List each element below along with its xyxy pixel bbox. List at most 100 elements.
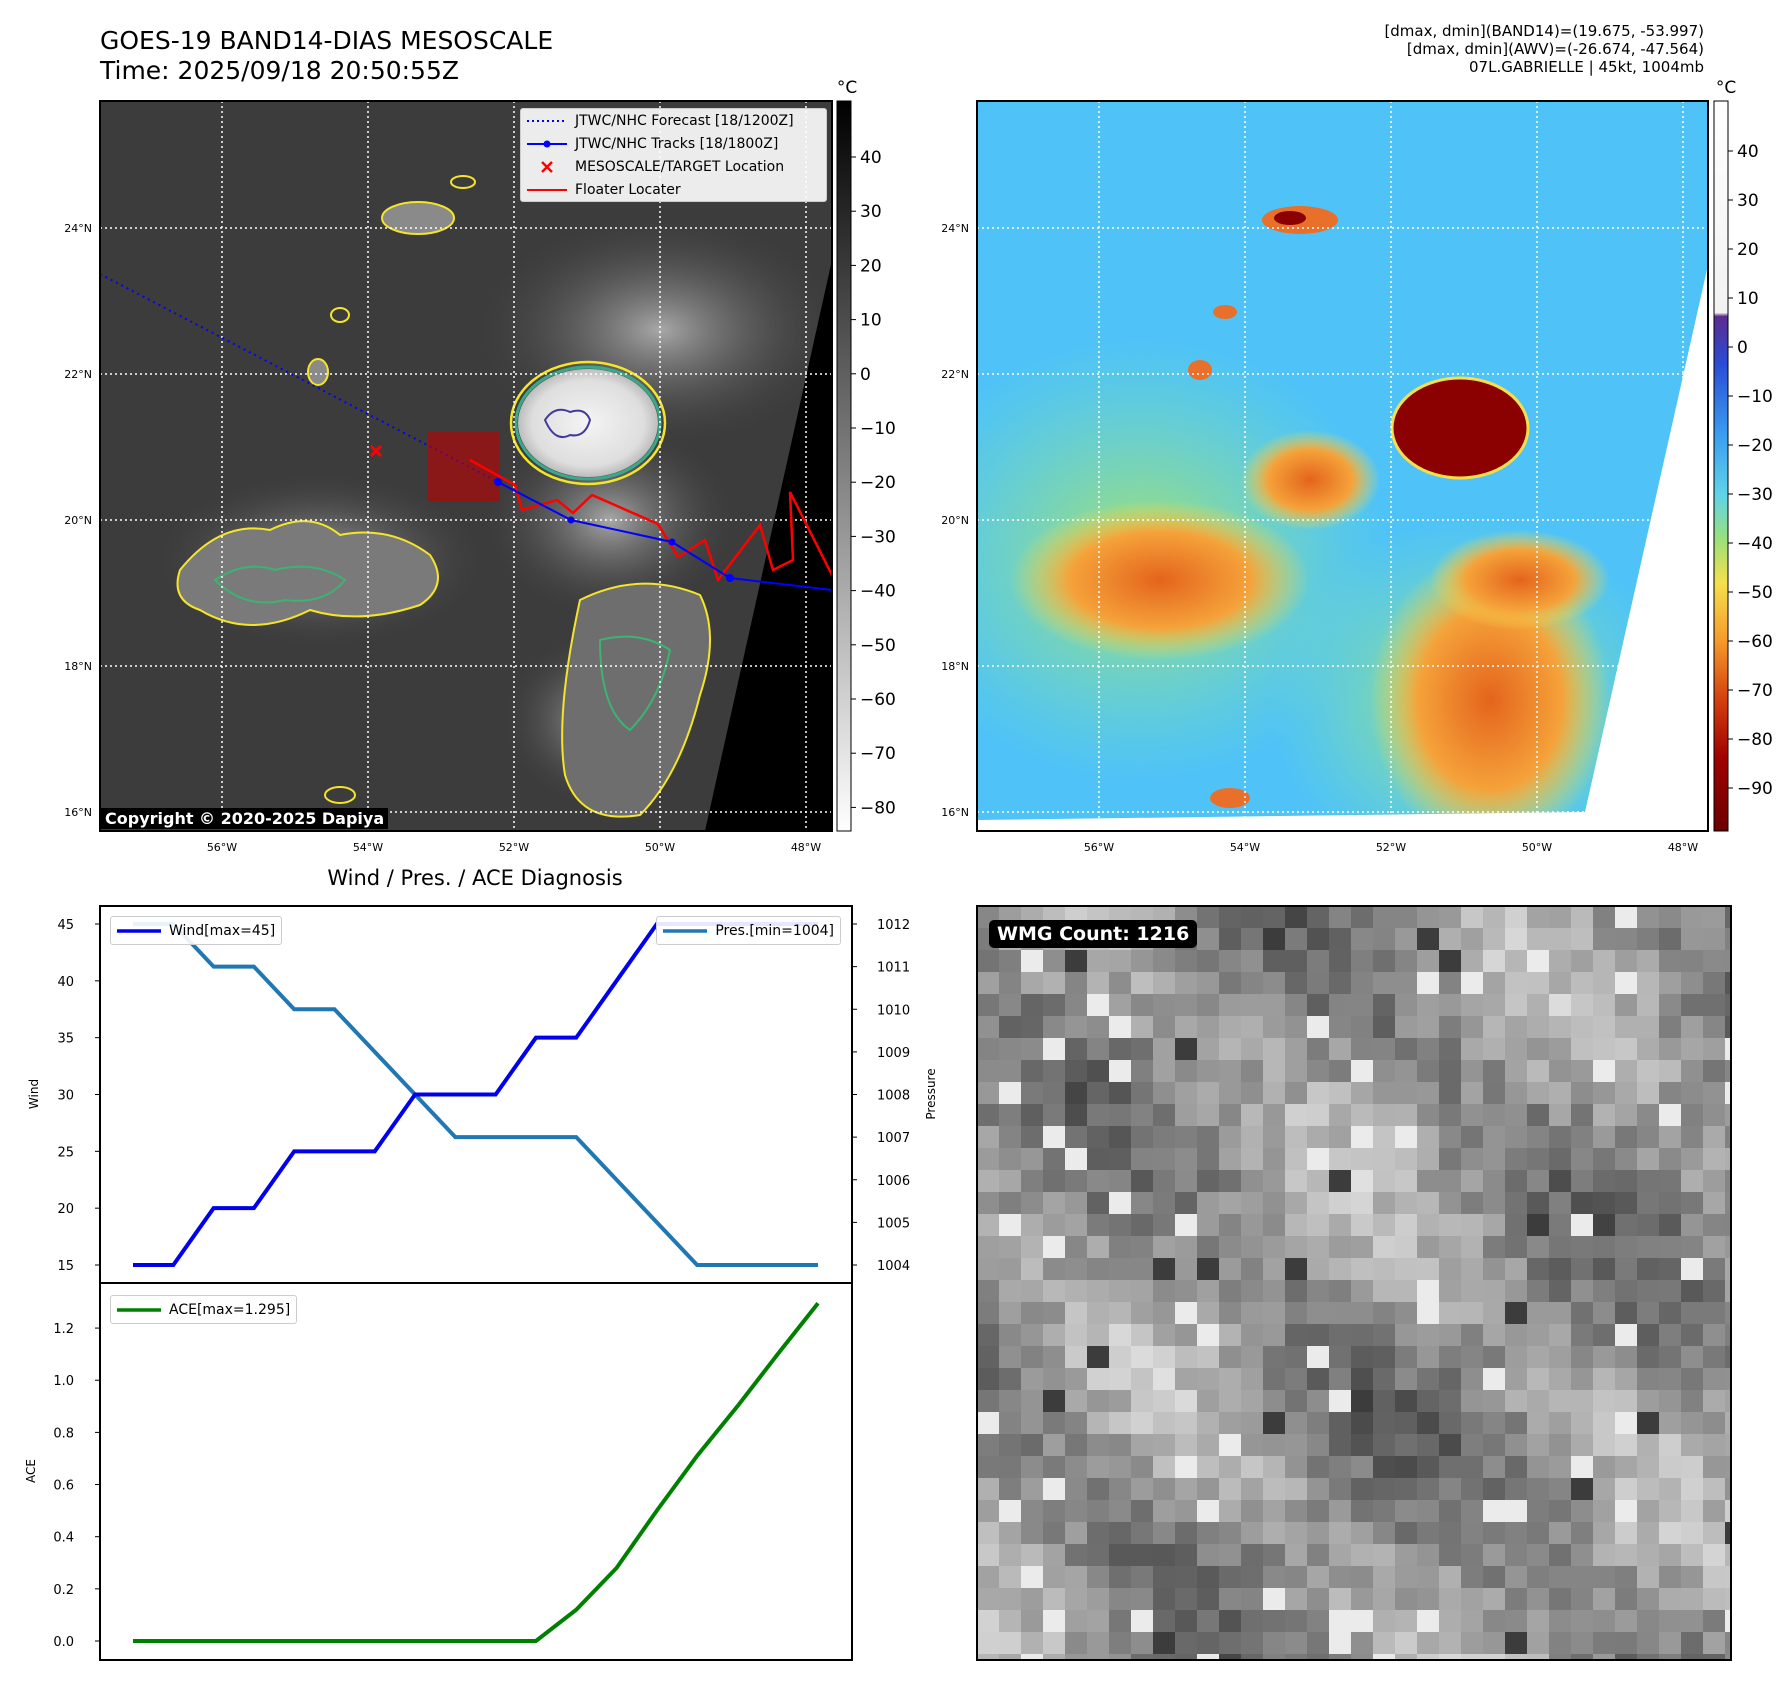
wmg-pixel — [1065, 972, 1087, 994]
wmg-pixel — [1373, 1016, 1395, 1038]
wmg-pixel — [1263, 1346, 1285, 1368]
wmg-pixel — [1373, 1302, 1395, 1324]
wmg-pixel — [1329, 1654, 1351, 1660]
wmg-pixel — [1417, 1148, 1439, 1170]
wmg-pixel — [1527, 1500, 1549, 1522]
ir-contour-yellow — [509, 360, 667, 486]
wmg-pixel — [977, 1170, 999, 1192]
wmg-pixel — [1417, 1478, 1439, 1500]
wmg-pixel — [1439, 1126, 1461, 1148]
wmg-pixel — [977, 1544, 999, 1566]
awv-lon-tick: 56°W — [1084, 841, 1114, 854]
wmg-pixel — [1505, 1148, 1527, 1170]
wmg-pixel — [1131, 1324, 1153, 1346]
colorbar-tick-label: 20 — [860, 256, 882, 276]
wmg-pixel — [1109, 1170, 1131, 1192]
wmg-pixel — [999, 1500, 1021, 1522]
wmg-pixel — [1065, 1346, 1087, 1368]
wmg-pixel — [1307, 1082, 1329, 1104]
wmg-pixel — [1637, 1236, 1659, 1258]
wmg-pixel — [1373, 1544, 1395, 1566]
wmg-pixel — [1153, 1456, 1175, 1478]
wmg-pixel — [1087, 1566, 1109, 1588]
wmg-pixel — [1021, 1236, 1043, 1258]
pressure-legend: Pres.[min=1004] — [656, 916, 841, 945]
wmg-pixel — [1065, 1566, 1087, 1588]
wmg-pixel — [1549, 1390, 1571, 1412]
wmg-pixel — [1043, 1192, 1065, 1214]
awv-colorbar-ticks: 40 30 20 10 0 −10 −20 −30 −40 −50 −60 −70 −80 −90 — [1728, 142, 1773, 799]
wmg-pixel — [1153, 1104, 1175, 1126]
wmg-pixel — [1241, 1500, 1263, 1522]
wmg-pixel — [1241, 1258, 1263, 1280]
wmg-pixel — [1659, 950, 1681, 972]
wmg-pixel — [1593, 1500, 1615, 1522]
wmg-pixel — [1175, 1170, 1197, 1192]
wmg-pixel — [1703, 1610, 1725, 1632]
wmg-pixel — [1307, 950, 1329, 972]
wmg-pixel — [1505, 972, 1527, 994]
wmg-pixel — [1285, 1654, 1307, 1660]
wmg-pixel — [1505, 1412, 1527, 1434]
wmg-pixel — [1703, 1148, 1725, 1170]
wmg-pixel — [1043, 1104, 1065, 1126]
wmg-pixel — [1087, 1390, 1109, 1412]
wmg-pixel — [1175, 1104, 1197, 1126]
wmg-pixel — [999, 1192, 1021, 1214]
wmg-pixel — [1263, 1258, 1285, 1280]
ace-ticks: 1.2 1.0 0.8 0.6 0.4 0.2 0.0 — [53, 1322, 100, 1650]
wmg-pixel — [1505, 1038, 1527, 1060]
wmg-pixel — [1263, 1038, 1285, 1060]
wmg-pixel — [1527, 1104, 1549, 1126]
wmg-pixel — [1285, 1082, 1307, 1104]
wmg-pixel — [1395, 1148, 1417, 1170]
wmg-pixel — [1505, 1016, 1527, 1038]
wmg-pixel — [1373, 1368, 1395, 1390]
awv-dry-west — [1010, 500, 1310, 660]
wmg-pixel — [1175, 1412, 1197, 1434]
colorbar-tick-label: −80 — [1737, 730, 1773, 750]
wmg-pixel — [1153, 1302, 1175, 1324]
wmg-pixel — [1483, 1170, 1505, 1192]
wmg-pixel — [1021, 1610, 1043, 1632]
wmg-pixel — [1461, 1368, 1483, 1390]
wmg-pixel — [1659, 972, 1681, 994]
wmg-pixel — [1549, 906, 1571, 928]
wmg-pixel — [1241, 1060, 1263, 1082]
wmg-pixel — [1659, 1456, 1681, 1478]
wmg-pixel — [1131, 994, 1153, 1016]
wmg-pixel — [1021, 1258, 1043, 1280]
wmg-pixel — [1153, 1324, 1175, 1346]
wmg-pixel — [1307, 1588, 1329, 1610]
wmg-pixel — [1241, 1192, 1263, 1214]
wmg-pixel — [1241, 1478, 1263, 1500]
wmg-pixel — [1065, 1192, 1087, 1214]
wmg-pixel — [1043, 1236, 1065, 1258]
pressure-tick-label: 1004 — [877, 1259, 910, 1274]
wmg-pixel — [1703, 972, 1725, 994]
wmg-pixel — [1329, 1522, 1351, 1544]
wmg-pixel — [1593, 950, 1615, 972]
wmg-pixel — [1461, 1500, 1483, 1522]
wmg-pixel — [1307, 1456, 1329, 1478]
wmg-pixel — [1285, 1346, 1307, 1368]
wmg-pixel — [1439, 1544, 1461, 1566]
wmg-pixel — [1329, 1258, 1351, 1280]
wmg-pixel — [1153, 1082, 1175, 1104]
wmg-pixel — [1593, 1478, 1615, 1500]
wmg-pixel — [1659, 1148, 1681, 1170]
wmg-pixel — [1373, 1500, 1395, 1522]
wmg-pixel — [1351, 1456, 1373, 1478]
wmg-pixel — [1637, 1478, 1659, 1500]
wmg-pixel — [1351, 1434, 1373, 1456]
wmg-pixel — [1307, 1170, 1329, 1192]
wmg-pixel — [1043, 1434, 1065, 1456]
ir-lat-ticks: 24°N 22°N 20°N 18°N 16°N — [64, 222, 92, 819]
wmg-pixel — [977, 1192, 999, 1214]
wmg-pixel — [977, 1610, 999, 1632]
wmg-pixel — [1483, 1104, 1505, 1126]
wmg-pixel — [1285, 1258, 1307, 1280]
wmg-pixel — [1395, 1104, 1417, 1126]
wmg-pixel — [1153, 1654, 1175, 1660]
wmg-pixel — [1351, 1412, 1373, 1434]
